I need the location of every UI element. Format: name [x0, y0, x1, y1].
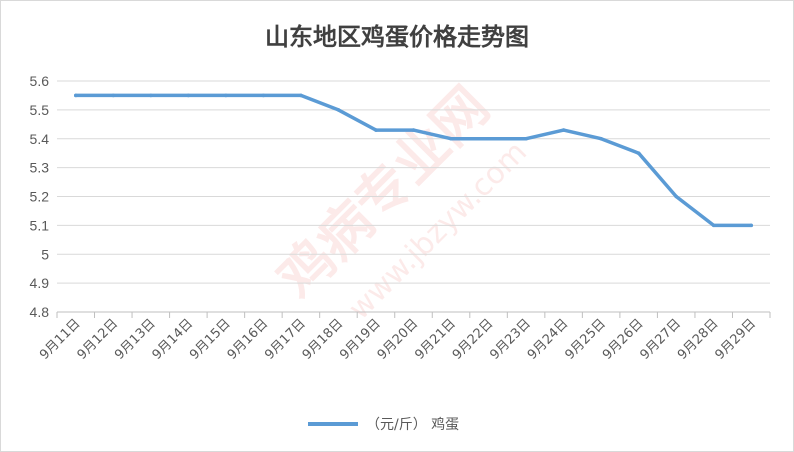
x-tick-label: 9月23日 — [487, 316, 534, 363]
series-lines — [73, 93, 754, 228]
x-tick-label: 9月28日 — [675, 316, 722, 363]
y-tick-label: 5.2 — [30, 189, 50, 205]
data-point — [374, 128, 378, 132]
y-tick-label: 5.6 — [30, 73, 50, 89]
x-axis: 9月11日9月12日9月13日9月14日9月15日9月16日9月17日9月18日… — [37, 312, 771, 363]
x-tick-label: 9月27日 — [637, 316, 684, 363]
x-tick-label: 9月17日 — [262, 316, 309, 363]
x-tick-label: 9月29日 — [713, 316, 760, 363]
data-point — [73, 93, 78, 98]
data-point — [186, 93, 191, 98]
x-tick-label: 9月22日 — [450, 316, 497, 363]
data-point — [599, 136, 603, 141]
legend-label: （元/斤） 鸡蛋 — [366, 416, 459, 433]
x-tick-label: 9月25日 — [562, 316, 609, 363]
data-point — [674, 194, 678, 199]
x-tick-label: 9月16日 — [225, 316, 272, 363]
x-tick-label: 9月11日 — [37, 316, 84, 363]
y-tick-label: 5.4 — [30, 131, 50, 147]
y-tick-label: 4.9 — [30, 275, 50, 291]
data-point — [524, 136, 528, 141]
data-point — [224, 93, 228, 98]
chart-title: 山东地区鸡蛋价格走势图 — [265, 23, 529, 51]
x-tick-label: 9月20日 — [375, 316, 422, 363]
y-tick-label: 5.1 — [30, 217, 50, 233]
data-point — [336, 108, 341, 112]
data-point — [486, 136, 491, 141]
data-point — [561, 128, 566, 132]
y-tick-label: 4.8 — [30, 304, 50, 320]
x-tick-label: 9月14日 — [150, 316, 197, 363]
watermark: 鸡病专业网 www.jbzyw.com — [266, 75, 534, 327]
data-point — [299, 93, 303, 98]
data-point — [261, 93, 266, 98]
data-point — [411, 128, 416, 132]
data-point — [749, 223, 754, 228]
x-tick-label: 9月19日 — [337, 316, 384, 363]
x-tick-label: 9月21日 — [412, 316, 459, 363]
x-tick-label: 9月18日 — [300, 316, 347, 363]
x-tick-label: 9月12日 — [75, 316, 122, 363]
legend: （元/斤） 鸡蛋 — [308, 416, 459, 433]
data-point — [636, 151, 641, 155]
y-tick-label: 5.5 — [30, 102, 50, 118]
x-tick-label: 9月26日 — [600, 316, 647, 363]
y-tick-label: 5 — [41, 246, 49, 262]
data-point — [149, 93, 153, 98]
x-tick-label: 9月15日 — [187, 316, 234, 363]
x-tick-label: 9月13日 — [112, 316, 159, 363]
data-point — [711, 223, 716, 228]
gridlines — [57, 80, 770, 313]
x-tick-label: 9月24日 — [525, 316, 572, 363]
data-point — [111, 93, 116, 98]
data-point — [449, 136, 453, 141]
y-tick-label: 5.3 — [30, 160, 50, 176]
y-axis-ticks: 4.8 4.9 5 5.1 5.2 5.3 5.4 5.5 5.6 — [30, 73, 50, 320]
